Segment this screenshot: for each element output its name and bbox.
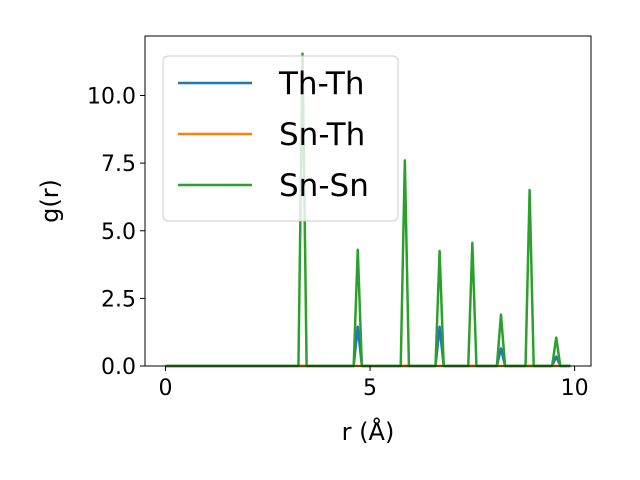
- x-tick-label: 5: [363, 376, 377, 401]
- y-axis-label: g(r): [36, 179, 64, 223]
- legend-label: Sn-Th: [279, 117, 365, 153]
- y-tick-label: 10.0: [87, 85, 136, 110]
- legend-label: Sn-Sn: [279, 168, 369, 204]
- series-line-th-th: [165, 325, 571, 368]
- y-axis: 0.0 2.5 5.0 7.5 10.0: [87, 85, 145, 380]
- legend-label: Th-Th: [278, 66, 365, 102]
- x-axis: 0 5 10: [158, 366, 589, 401]
- y-tick-label: 7.5: [101, 152, 136, 177]
- legend-box: [162, 55, 399, 222]
- x-tick-label: 0: [158, 376, 172, 401]
- x-axis-label: r (Å): [342, 417, 395, 446]
- y-tick-label: 2.5: [101, 287, 136, 312]
- y-tick-label: 0.0: [101, 355, 136, 380]
- legend: Th-Th Sn-Th Sn-Sn: [162, 55, 399, 222]
- x-tick-label: 10: [561, 376, 589, 401]
- y-tick-label: 5.0: [101, 220, 136, 245]
- plot-frame: [144, 35, 592, 367]
